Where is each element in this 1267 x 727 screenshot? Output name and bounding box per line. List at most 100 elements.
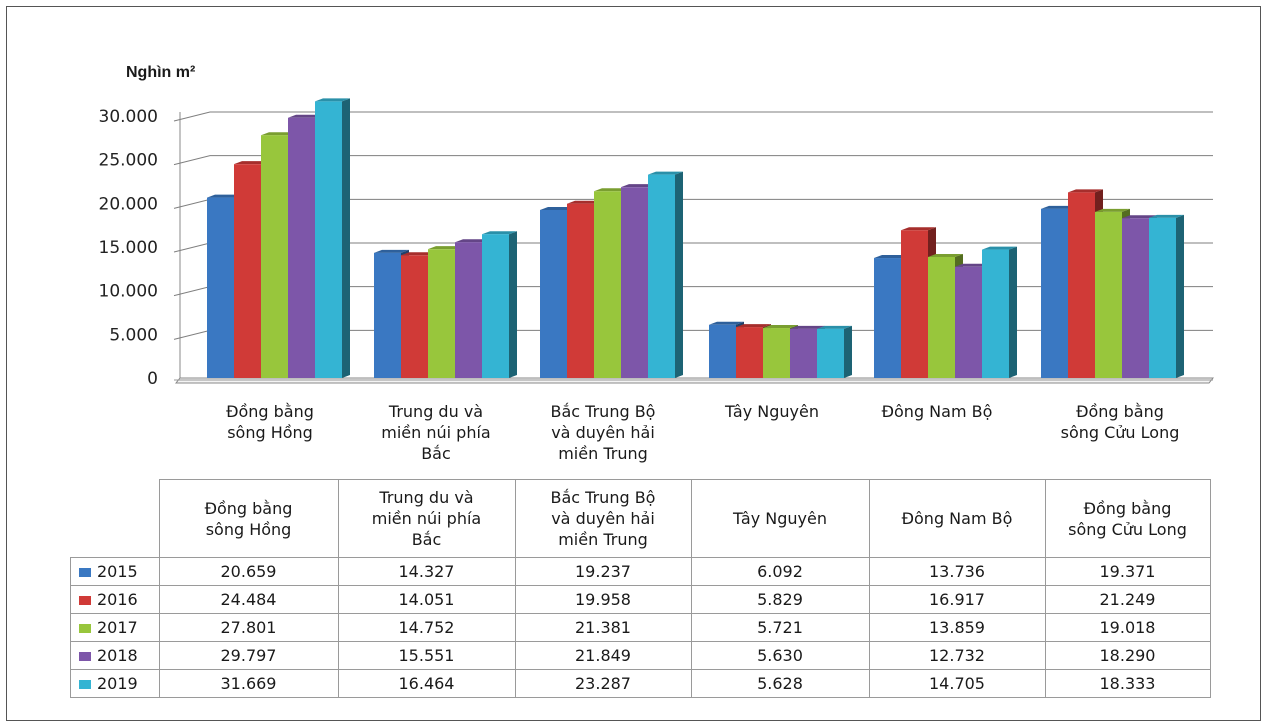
bar-top bbox=[540, 206, 575, 210]
figure-frame bbox=[6, 6, 1261, 721]
table-cell: 18.290 bbox=[1044, 641, 1211, 670]
x-tick-label: Trung du và miền núi phía Bắc bbox=[356, 401, 516, 464]
bar bbox=[540, 209, 567, 378]
legend-label: 2015 bbox=[97, 562, 138, 581]
bar bbox=[374, 252, 401, 378]
bar-top bbox=[901, 227, 936, 231]
legend-swatch bbox=[79, 568, 91, 577]
bar-top bbox=[817, 325, 852, 329]
bar bbox=[1149, 217, 1176, 378]
bar bbox=[901, 230, 928, 378]
bar-top bbox=[315, 98, 350, 102]
bar-side bbox=[1009, 246, 1017, 378]
table-cell: 23.287 bbox=[514, 669, 692, 698]
table-column-header: Trung du và miền núi phía Bắc bbox=[337, 479, 516, 558]
bar bbox=[261, 135, 288, 378]
legend-entry: 2016 bbox=[70, 585, 160, 614]
x-tick-label-line: Đồng bằng bbox=[1076, 402, 1164, 421]
legend-swatch bbox=[79, 624, 91, 633]
table-cell: 21.381 bbox=[514, 613, 692, 642]
bar-top bbox=[455, 239, 490, 243]
y-tick-label: 20.000 bbox=[99, 194, 158, 214]
x-tick-label-line: Tây Nguyên bbox=[725, 402, 819, 421]
bar bbox=[1095, 211, 1122, 378]
bar bbox=[736, 327, 763, 378]
table-column-header-line: Bắc bbox=[411, 530, 442, 549]
table-column-header: Đồng bằng sông Hồng bbox=[158, 479, 339, 558]
bar-top bbox=[234, 161, 269, 165]
bar-top bbox=[709, 321, 744, 325]
x-tick-label: Đồng bằng sông Cửu Long bbox=[1040, 401, 1200, 443]
bar-side bbox=[675, 171, 683, 378]
table-column-header-line: Trung du và bbox=[379, 488, 474, 507]
table-column-header-line: Đồng bằng bbox=[1083, 498, 1172, 518]
table-cell: 13.736 bbox=[868, 557, 1046, 586]
bar-top bbox=[428, 246, 463, 250]
table-corner bbox=[70, 479, 160, 558]
bar-side bbox=[1176, 214, 1184, 378]
bar-side bbox=[844, 325, 852, 378]
bar-top bbox=[982, 246, 1017, 250]
table-column-header: Đông Nam Bộ bbox=[868, 479, 1046, 558]
table-cell: 19.237 bbox=[514, 557, 692, 586]
y-tick-label: 25.000 bbox=[99, 151, 158, 171]
table-cell: 13.859 bbox=[868, 613, 1046, 642]
x-tick-label-line: Đông Nam Bộ bbox=[881, 402, 993, 421]
table-column-header-line: sông Hồng bbox=[205, 519, 292, 539]
bar-top bbox=[401, 252, 436, 256]
table-column-header: Đồng bằng sông Cửu Long bbox=[1044, 479, 1211, 558]
table-cell: 6.092 bbox=[690, 557, 870, 586]
bar-top bbox=[567, 200, 602, 204]
table-cell: 16.917 bbox=[868, 585, 1046, 614]
table-cell: 5.630 bbox=[690, 641, 870, 670]
legend-entry: 2017 bbox=[70, 613, 160, 642]
table-cell: 5.628 bbox=[690, 669, 870, 698]
bar bbox=[817, 328, 844, 378]
table-header-row: Đồng bằng sông Hồng Trung du và miền núi ph… bbox=[70, 479, 1211, 558]
table-cell: 20.659 bbox=[158, 557, 339, 586]
table-cell: 14.327 bbox=[337, 557, 516, 586]
table-cell: 29.797 bbox=[158, 641, 339, 670]
bar-top bbox=[594, 188, 629, 192]
gridline bbox=[173, 155, 1213, 166]
bar-side bbox=[509, 231, 517, 378]
bar bbox=[1041, 208, 1068, 378]
bar bbox=[621, 187, 648, 378]
table-cell: 24.484 bbox=[158, 585, 339, 614]
x-tick-label-line: và duyên hải bbox=[551, 423, 655, 442]
legend-entry: 2019 bbox=[70, 669, 160, 698]
x-tick-label: Đồng bằng sông Hồng bbox=[190, 401, 350, 443]
table-cell: 27.801 bbox=[158, 613, 339, 642]
legend-swatch bbox=[79, 596, 91, 605]
bar-top bbox=[374, 249, 409, 253]
table-body: 2015 20.659 14.327 19.237 6.092 13.736 19.371 2… bbox=[70, 557, 1211, 698]
x-tick-label: Tây Nguyên bbox=[692, 401, 852, 422]
x-tick-label-line: Bắc Trung Bộ bbox=[550, 402, 656, 421]
table-cell: 5.829 bbox=[690, 585, 870, 614]
bar bbox=[648, 174, 675, 378]
y-tick-label: 5.000 bbox=[109, 325, 158, 345]
table-cell: 12.732 bbox=[868, 641, 1046, 670]
legend-entry: 2018 bbox=[70, 641, 160, 670]
bar-side bbox=[342, 98, 350, 378]
table-column-header-line: miền Trung bbox=[558, 530, 648, 549]
bar bbox=[1122, 218, 1149, 378]
x-tick-label-line: Đồng bằng bbox=[226, 402, 314, 421]
x-tick-label-line: miền núi phía bbox=[381, 423, 491, 442]
legend-swatch bbox=[79, 680, 91, 689]
bar bbox=[874, 258, 901, 378]
x-tick-label-line: sông Hồng bbox=[227, 423, 313, 442]
bar-top bbox=[482, 231, 517, 235]
bar-top bbox=[955, 263, 990, 267]
bar bbox=[955, 266, 982, 378]
x-tick-label: Đông Nam Bộ bbox=[857, 401, 1017, 422]
bar bbox=[234, 164, 261, 378]
table-column-header-line: sông Cửu Long bbox=[1068, 519, 1187, 539]
table-cell: 18.333 bbox=[1044, 669, 1211, 698]
table-column-header-line: Đông Nam Bộ bbox=[901, 509, 1013, 528]
table-cell: 31.669 bbox=[158, 669, 339, 698]
bar-top bbox=[261, 132, 296, 136]
bar-top bbox=[790, 325, 825, 329]
bar bbox=[428, 249, 455, 378]
bar-top bbox=[207, 194, 242, 198]
